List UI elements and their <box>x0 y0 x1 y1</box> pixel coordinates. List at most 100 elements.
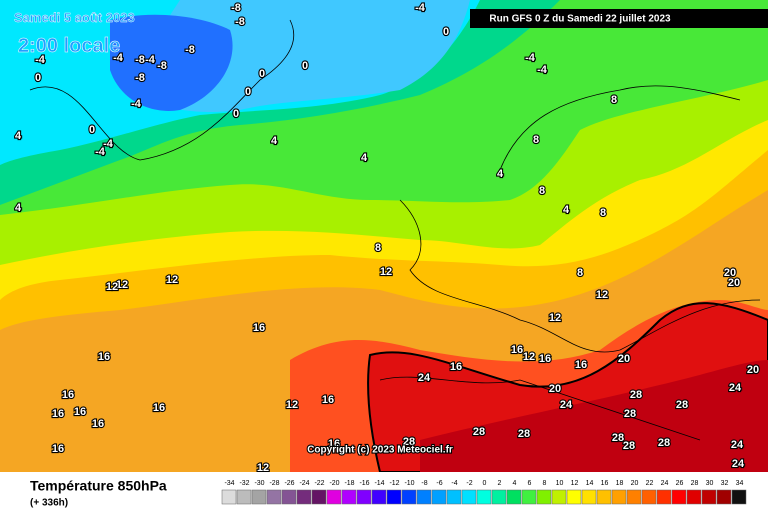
scale-label: 8 <box>543 480 547 487</box>
contour-label: -4 <box>131 98 142 110</box>
contour-label: 20 <box>618 353 630 365</box>
scale-label: 32 <box>721 480 729 487</box>
contour-label: 16 <box>74 406 86 418</box>
contour-label: 0 <box>302 60 308 72</box>
scale-label: 10 <box>556 480 564 487</box>
contour-label: 28 <box>473 426 485 438</box>
scale-swatch <box>356 489 372 505</box>
scale-label: 0 <box>483 480 487 487</box>
contour-label: 16 <box>328 438 340 450</box>
scale-label: 30 <box>706 480 714 487</box>
scale-label: 20 <box>631 480 639 487</box>
scale-label: 18 <box>616 480 624 487</box>
scale-label: -34 <box>224 480 234 487</box>
scale-swatch <box>716 489 732 505</box>
scale-swatch <box>326 489 342 505</box>
scale-swatch <box>521 489 537 505</box>
scale-swatch <box>581 489 597 505</box>
zone-m4 <box>147 0 470 112</box>
contour-label: 20 <box>549 383 561 395</box>
contour-label: 16 <box>450 361 462 373</box>
scale-swatch <box>341 489 357 505</box>
time: 2:00 locale <box>18 35 120 57</box>
scale-swatch <box>416 489 432 505</box>
contour-label: 8 <box>539 185 545 197</box>
contour-label: -8 <box>157 60 167 72</box>
contour-label: 24 <box>732 458 745 470</box>
contour-label: 28 <box>518 428 530 440</box>
scale-label: 12 <box>571 480 579 487</box>
zone-28 <box>420 360 768 472</box>
contour-label: 0 <box>259 68 265 80</box>
date: Samedi 5 août 2023 <box>14 10 135 25</box>
scale-swatch <box>476 489 492 505</box>
contour-label: 8 <box>600 207 606 219</box>
contour-label: -8 <box>135 54 145 66</box>
contour-label: 12 <box>106 281 118 293</box>
scale-label: -22 <box>314 480 324 487</box>
contour-label: 4 <box>15 130 22 142</box>
contour-label: 8 <box>611 94 617 106</box>
scale-swatch <box>611 489 627 505</box>
footer-subtitle: (+ 336h) <box>30 498 68 509</box>
scale-label: -4 <box>451 480 457 487</box>
coast-europe <box>399 199 761 353</box>
scale-label: 26 <box>676 480 684 487</box>
contour-label: 28 <box>623 440 635 452</box>
scale-swatch <box>311 489 327 505</box>
scale-label: 16 <box>601 480 609 487</box>
contour-label: 24 <box>729 382 742 394</box>
contour-label: 0 <box>443 26 449 38</box>
scale-swatch <box>266 489 282 505</box>
scale-label: -26 <box>284 480 294 487</box>
contour-label: 16 <box>62 389 74 401</box>
scale-label: -24 <box>299 480 309 487</box>
scale-swatch <box>671 489 687 505</box>
coast-africa <box>379 376 701 441</box>
scale-label: 24 <box>661 480 669 487</box>
contour-label: 24 <box>418 372 431 384</box>
contour-label: -4 <box>525 52 536 64</box>
scale-swatch <box>596 489 612 505</box>
scale-swatch <box>626 489 642 505</box>
contour-label: 4 <box>563 204 570 216</box>
contour-label: 0 <box>35 72 41 84</box>
scale-swatch <box>461 489 477 505</box>
scale-label: -2 <box>466 480 472 487</box>
contour-label: -4 <box>95 146 106 158</box>
contour-label: 16 <box>322 394 334 406</box>
scale-swatch <box>731 489 747 505</box>
scale-swatch <box>701 489 717 505</box>
scale-label: -14 <box>374 480 384 487</box>
contour-label: 12 <box>116 279 128 291</box>
contour-label: 0 <box>245 86 251 98</box>
scale-swatch <box>686 489 702 505</box>
contour-label: 20 <box>724 267 736 279</box>
contour-label: 28 <box>630 389 642 401</box>
contour-label: 16 <box>575 359 587 371</box>
run-bar <box>470 9 768 28</box>
contour-label: -4 <box>145 54 156 66</box>
scale-swatch <box>296 489 312 505</box>
contour-label: 12 <box>596 289 608 301</box>
scale-label: -20 <box>329 480 339 487</box>
contour-label: 16 <box>92 418 104 430</box>
contour-label: 28 <box>658 437 670 449</box>
contour-label: 12 <box>523 351 535 363</box>
scale-label: 2 <box>498 480 502 487</box>
contour-label: 24 <box>731 439 744 451</box>
contour-label: -8 <box>235 16 245 28</box>
scale-label: -6 <box>436 480 442 487</box>
contour-label: 12 <box>380 266 392 278</box>
scale-swatch <box>431 489 447 505</box>
contour-label: 16 <box>52 408 64 420</box>
contour-label: 12 <box>549 312 561 324</box>
contour-label: 16 <box>98 351 110 363</box>
contour-label: -8 <box>231 2 241 14</box>
coastlines <box>29 19 761 441</box>
scale-label: -16 <box>359 480 369 487</box>
scale-swatch <box>371 489 387 505</box>
contour-label: 20 <box>747 364 759 376</box>
scale-swatch <box>491 489 507 505</box>
scale-label: -18 <box>344 480 354 487</box>
